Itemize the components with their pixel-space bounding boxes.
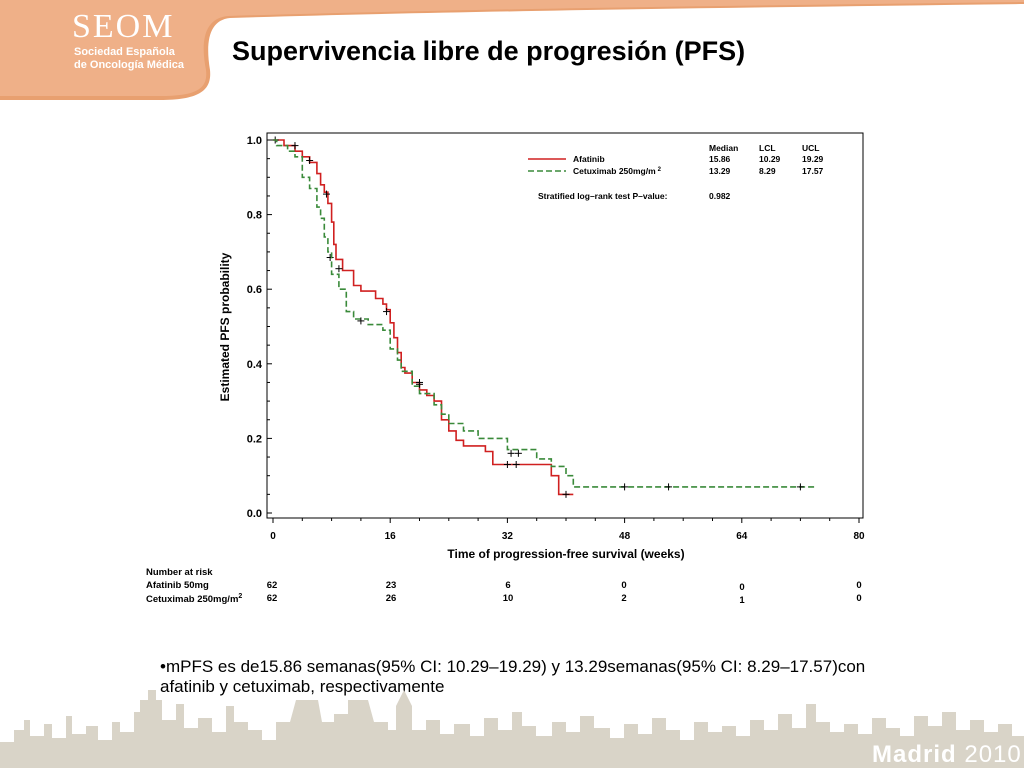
- censor-mark: [512, 461, 520, 469]
- header-banner: [0, 0, 1024, 100]
- legend-value: 13.29: [709, 166, 731, 176]
- risk-row-label-cetuximab-sup: 2: [238, 593, 243, 600]
- footer-year: 2010: [964, 741, 1022, 768]
- risk-value: 23: [385, 580, 397, 591]
- censor-mark: [335, 265, 343, 273]
- footer-city-name: Madrid: [872, 741, 957, 768]
- censor-mark: [322, 190, 330, 198]
- x-axis-label: Time of progression-free survival (weeks…: [447, 547, 684, 561]
- pvalue-value: 0.982: [709, 191, 731, 201]
- risk-row-label-cetuximab-text: Cetuximab 250mg/m: [146, 594, 239, 606]
- censor-mark: [326, 253, 334, 261]
- series-line-cetuximab: [273, 139, 816, 488]
- skyline-silhouette: [0, 690, 1024, 768]
- y-tick-label: 0.2: [247, 433, 262, 445]
- risk-value: 6: [505, 580, 511, 591]
- risk-value: 1: [739, 595, 745, 606]
- censor-mark: [665, 483, 673, 491]
- logo-subtitle: Sociedad Española de Oncología Médica: [74, 46, 194, 72]
- risk-value: 2: [621, 593, 627, 604]
- madrid-skyline: [0, 690, 1024, 768]
- legend: Median LCL UCL Afatinib 15.86 10.29 19.29 Cetux…: [528, 143, 824, 201]
- risk-value: 0: [856, 580, 862, 591]
- censor-mark: [514, 449, 522, 457]
- legend-value: 15.86: [709, 154, 731, 164]
- censor-mark: [306, 157, 314, 165]
- logo-subtitle-line2: de Oncología Médica: [74, 59, 185, 71]
- censor-mark: [291, 142, 299, 150]
- risk-value: 62: [266, 593, 278, 604]
- y-tick-label: 0.6: [247, 284, 262, 296]
- slide-title: Supervivencia libre de progresión (PFS): [232, 36, 746, 66]
- legend-header: UCL: [802, 143, 819, 153]
- pvalue-label: Stratified log–rank test P–value:: [538, 191, 668, 201]
- legend-value: 19.29: [802, 154, 824, 164]
- risk-value: 62: [266, 580, 278, 591]
- x-tick-label: 0: [270, 531, 276, 542]
- risk-value: 26: [385, 593, 397, 604]
- risk-value: 0: [621, 580, 627, 591]
- summary-bullet: •mPFS es de15.86 semanas(95% CI: 10.29–1…: [160, 657, 866, 696]
- legend-header: Median: [709, 143, 738, 153]
- censor-mark: [383, 308, 391, 316]
- legend-value: 17.57: [802, 166, 824, 176]
- km-chart: 0.0 0.2 0.4 0.6 0.8 1.0 0 16 32 48 64 80 Median LCL U…: [218, 132, 865, 561]
- x-tick-label: 80: [853, 531, 865, 542]
- x-tick-label: 32: [502, 531, 514, 542]
- series-layer: [271, 136, 816, 498]
- y-tick-label: 0.8: [247, 210, 262, 222]
- x-tick-label: 48: [619, 531, 631, 542]
- risk-table: Number at risk Afatinib 50mg Cetuximab 2…: [146, 567, 886, 607]
- x-tick-label: 64: [736, 531, 748, 542]
- risk-value: 0: [739, 582, 745, 593]
- y-tick-label: 0.0: [247, 508, 262, 520]
- axis-ticks: 0.0 0.2 0.4 0.6 0.8 1.0 0 16 32 48 64 80: [247, 135, 865, 542]
- risk-row-label-cetuximab: Cetuximab 250mg/m2: [146, 593, 242, 605]
- y-tick-label: 0.4: [247, 359, 263, 371]
- legend-name: Afatinib: [573, 154, 605, 164]
- censor-mark: [796, 483, 804, 491]
- banner-highlight: [0, 0, 1024, 96]
- risk-value: 0: [856, 593, 862, 604]
- y-tick-label: 1.0: [247, 135, 262, 147]
- legend-value: 8.29: [759, 166, 776, 176]
- risk-table-title: Number at risk: [146, 567, 213, 578]
- logo-title: SEOM: [72, 8, 175, 45]
- censor-mark: [562, 490, 570, 498]
- legend-header: LCL: [759, 143, 776, 153]
- x-tick-label: 16: [385, 531, 397, 542]
- legend-name: Cetuximab 250mg/m 2: [573, 166, 662, 176]
- censor-mark: [503, 461, 511, 469]
- risk-value: 10: [502, 593, 514, 604]
- censor-mark: [621, 483, 629, 491]
- censor-mark: [507, 449, 515, 457]
- plot-frame: [266, 132, 864, 519]
- y-axis-label: Estimated PFS probability: [218, 252, 232, 401]
- logo-subtitle-line1: Sociedad Española: [74, 46, 175, 58]
- footer-city: Madrid 2010: [872, 741, 1022, 769]
- censor-mark: [416, 380, 423, 388]
- series-line-afatinib: [273, 139, 574, 496]
- censor-mark: [357, 317, 365, 325]
- risk-row-label-afatinib: Afatinib 50mg: [146, 580, 209, 591]
- legend-name-sup: 2: [658, 167, 662, 173]
- legend-value: 10.29: [759, 154, 781, 164]
- plot-border: [266, 132, 864, 519]
